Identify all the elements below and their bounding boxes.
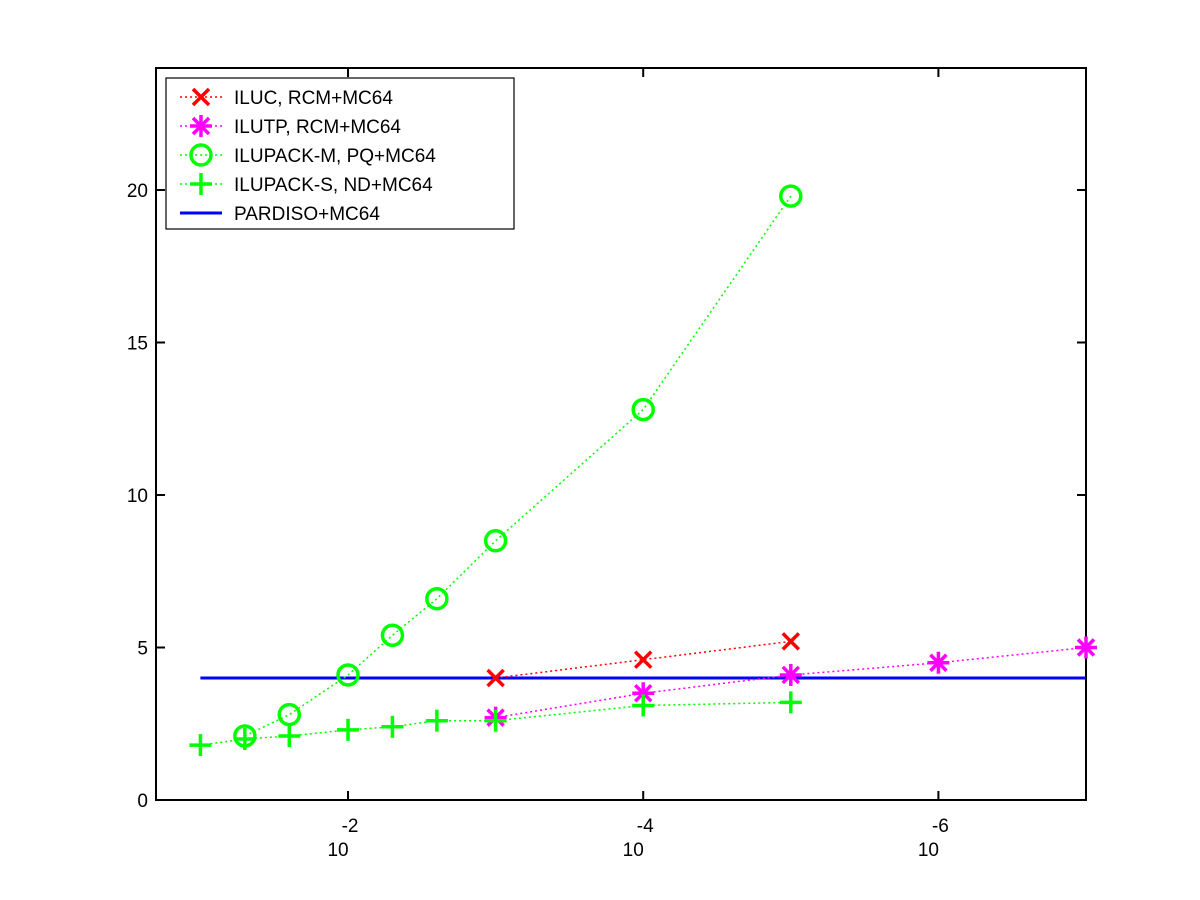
x-tick-base: 10 [327,840,348,861]
legend-marker [190,115,212,137]
legend-label: ILUPACK-M, PQ+MC64 [234,146,436,167]
series-line [495,646,1087,719]
legend-marker-stroke [191,116,211,136]
data-point [425,586,449,611]
data-point-stroke [1076,638,1096,657]
legend-marker [190,173,212,195]
legend-marker [189,143,213,167]
data-point [927,651,950,674]
data-point [189,734,212,757]
series-0 [486,632,801,688]
data-point [779,691,802,714]
data-point [425,709,448,732]
legend-label: ILUTP, RCM+MC64 [234,117,401,138]
data-point [336,663,360,687]
data-point-stroke [781,632,801,651]
data-point-stroke [633,684,653,703]
data-point [1075,636,1097,659]
x-tick-base: 10 [623,840,644,861]
data-point [486,668,505,688]
legend-label: ILUC, RCM+MC64 [234,88,393,109]
series-3 [189,691,802,757]
data-point [484,709,507,732]
axis-ticks: 0 5 10 15 20 -2 10 -4 10 -6 10 [127,68,1086,861]
legend-marker [191,87,211,107]
y-tick-label: 10 [127,486,148,507]
data-point [779,184,803,208]
legend-label: ILUPACK-S, ND+MC64 [234,175,433,196]
data-point [631,397,655,422]
series-line [200,701,791,746]
data-point [632,694,655,717]
data-point [233,728,256,750]
data-point [337,718,360,741]
data-point-stroke [633,650,653,669]
x-tick-exponent: -6 [932,816,949,837]
y-tick-label: 20 [127,181,148,202]
data-point [483,529,508,553]
data-point [779,663,802,686]
x-tick-base: 10 [918,840,939,861]
data-point-stroke [929,653,948,672]
data-point [381,715,404,738]
legend: ILUC, RCM+MC64 ILUTP, RCM+MC64 ILUPACK-M, … [165,77,515,230]
data-point-stroke [781,665,801,685]
legend-label: PARDISO+MC64 [234,204,380,225]
series-layer [189,184,1097,757]
data-point [278,724,301,747]
data-point [277,702,302,727]
series-line [244,195,792,737]
data-point [633,650,653,669]
y-tick-label: 0 [137,791,148,812]
y-tick-label: 5 [137,639,148,660]
data-point [781,632,801,651]
data-point [380,623,405,648]
legend-marker-stroke [191,87,211,107]
legend-box [165,77,515,230]
x-tick-exponent: -2 [342,816,359,837]
data-point-stroke [486,668,505,688]
y-tick-label: 15 [127,334,148,355]
x-tick-exponent: -4 [637,816,654,837]
